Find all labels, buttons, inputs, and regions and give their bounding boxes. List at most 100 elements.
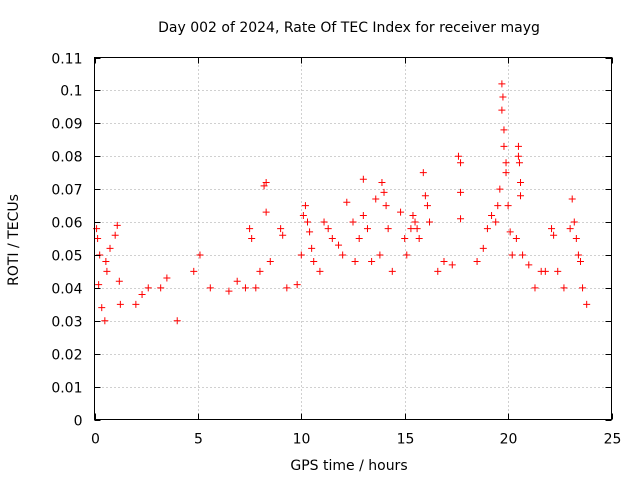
x-tick-label: 5 xyxy=(194,432,203,448)
data-point xyxy=(138,290,146,298)
data-point xyxy=(115,277,123,285)
data-point xyxy=(517,192,525,200)
data-point xyxy=(409,211,417,219)
data-point xyxy=(488,211,496,219)
y-tick-label: 0.1 xyxy=(60,84,82,100)
y-tick-label: 0.06 xyxy=(51,216,82,232)
data-point xyxy=(252,284,260,292)
data-point xyxy=(407,225,415,233)
data-point xyxy=(570,218,578,226)
data-point xyxy=(359,175,367,183)
data-point xyxy=(448,261,456,269)
data-point xyxy=(498,80,506,88)
data-point xyxy=(548,225,556,233)
data-point xyxy=(554,267,562,275)
data-point xyxy=(372,195,380,203)
data-point xyxy=(116,300,124,308)
data-point xyxy=(206,284,214,292)
data-point xyxy=(498,106,506,114)
data-point xyxy=(457,159,465,167)
x-axis-label: GPS time / hours xyxy=(290,458,407,474)
data-point xyxy=(304,218,312,226)
data-point xyxy=(415,235,423,242)
data-point xyxy=(241,284,249,292)
x-tick-label: 0 xyxy=(91,432,100,448)
data-point xyxy=(283,284,291,292)
x-tick-label: 20 xyxy=(500,432,518,448)
data-point xyxy=(339,251,347,259)
data-point xyxy=(246,225,254,233)
data-point xyxy=(479,244,487,252)
data-point xyxy=(568,195,576,203)
data-point xyxy=(277,225,285,233)
data-point xyxy=(380,188,388,196)
data-point xyxy=(506,228,514,236)
data-point xyxy=(500,126,508,134)
data-point xyxy=(494,202,502,210)
data-point xyxy=(457,215,465,223)
data-point xyxy=(419,169,427,177)
data-point xyxy=(301,202,309,210)
data-point xyxy=(196,251,204,259)
y-tick-label: 0.05 xyxy=(51,249,82,265)
data-point xyxy=(279,231,287,239)
data-point xyxy=(483,225,491,233)
data-point xyxy=(397,208,405,216)
data-point xyxy=(508,251,516,259)
data-point xyxy=(502,159,510,167)
data-point xyxy=(233,277,241,285)
data-point xyxy=(583,300,591,308)
data-point xyxy=(512,235,520,242)
data-point xyxy=(96,251,104,259)
data-point xyxy=(225,287,233,295)
data-point xyxy=(492,218,500,226)
data-point xyxy=(103,267,111,275)
data-point xyxy=(190,267,198,275)
data-point xyxy=(411,218,419,226)
data-point xyxy=(368,258,376,266)
data-point xyxy=(376,251,384,259)
data-point xyxy=(434,267,442,275)
data-point xyxy=(517,179,525,187)
data-point xyxy=(111,231,119,239)
chart-title: Day 002 of 2024, Rate Of TEC Index for r… xyxy=(158,20,540,36)
data-point xyxy=(500,142,508,150)
data-point xyxy=(388,267,396,275)
y-tick-label: 0.11 xyxy=(51,52,82,68)
data-point xyxy=(502,169,510,177)
data-point xyxy=(266,258,274,266)
y-tick-label: 0.03 xyxy=(51,315,82,331)
y-tick-label: 0 xyxy=(74,414,83,430)
data-point xyxy=(324,225,332,233)
data-point xyxy=(310,258,318,266)
data-point xyxy=(579,284,587,292)
data-point xyxy=(378,179,386,187)
data-points xyxy=(93,80,591,325)
data-point xyxy=(262,179,270,187)
data-point xyxy=(499,93,507,101)
data-point xyxy=(473,258,481,266)
data-point xyxy=(541,267,549,275)
x-tick-label: 10 xyxy=(293,432,311,448)
data-point xyxy=(351,258,359,266)
data-point xyxy=(384,225,392,233)
y-tick-label: 0.02 xyxy=(51,348,82,364)
data-point xyxy=(401,235,409,242)
grid xyxy=(94,57,612,420)
data-point xyxy=(363,225,371,233)
y-tick-label: 0.04 xyxy=(51,282,82,298)
y-tick-label: 0.07 xyxy=(51,183,82,199)
data-point xyxy=(421,192,429,200)
x-tick-label: 15 xyxy=(397,432,415,448)
data-point xyxy=(572,235,580,242)
plot-frame xyxy=(94,57,612,420)
data-point xyxy=(113,221,121,229)
data-point xyxy=(426,218,434,226)
data-point xyxy=(566,225,574,233)
data-point xyxy=(413,225,421,233)
data-point xyxy=(440,258,448,266)
data-point xyxy=(525,261,533,269)
data-point xyxy=(454,152,462,160)
data-point xyxy=(262,208,270,216)
